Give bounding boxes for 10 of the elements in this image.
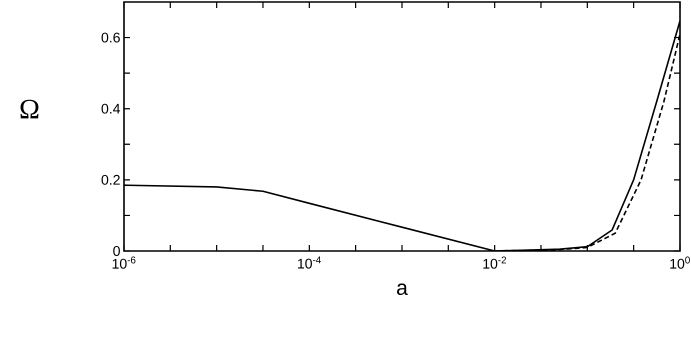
y-tick-label: 0 [113,246,120,256]
y-axis-title: Ω [20,100,38,118]
y-tick-label: 0.2 [102,174,120,185]
x-tick-label: 10$^{-4}$ [298,256,321,269]
y-tick-label: 0.6 [102,32,120,43]
x-tick-label: 10$^{0}$ [670,256,690,269]
x-axis-title: a [397,284,408,296]
y-tick-label: 0.4 [102,104,120,114]
x-tick-label: 10$^{-2}$ [483,256,506,269]
x-tick-label: 10$^{-6}$ [112,256,136,269]
